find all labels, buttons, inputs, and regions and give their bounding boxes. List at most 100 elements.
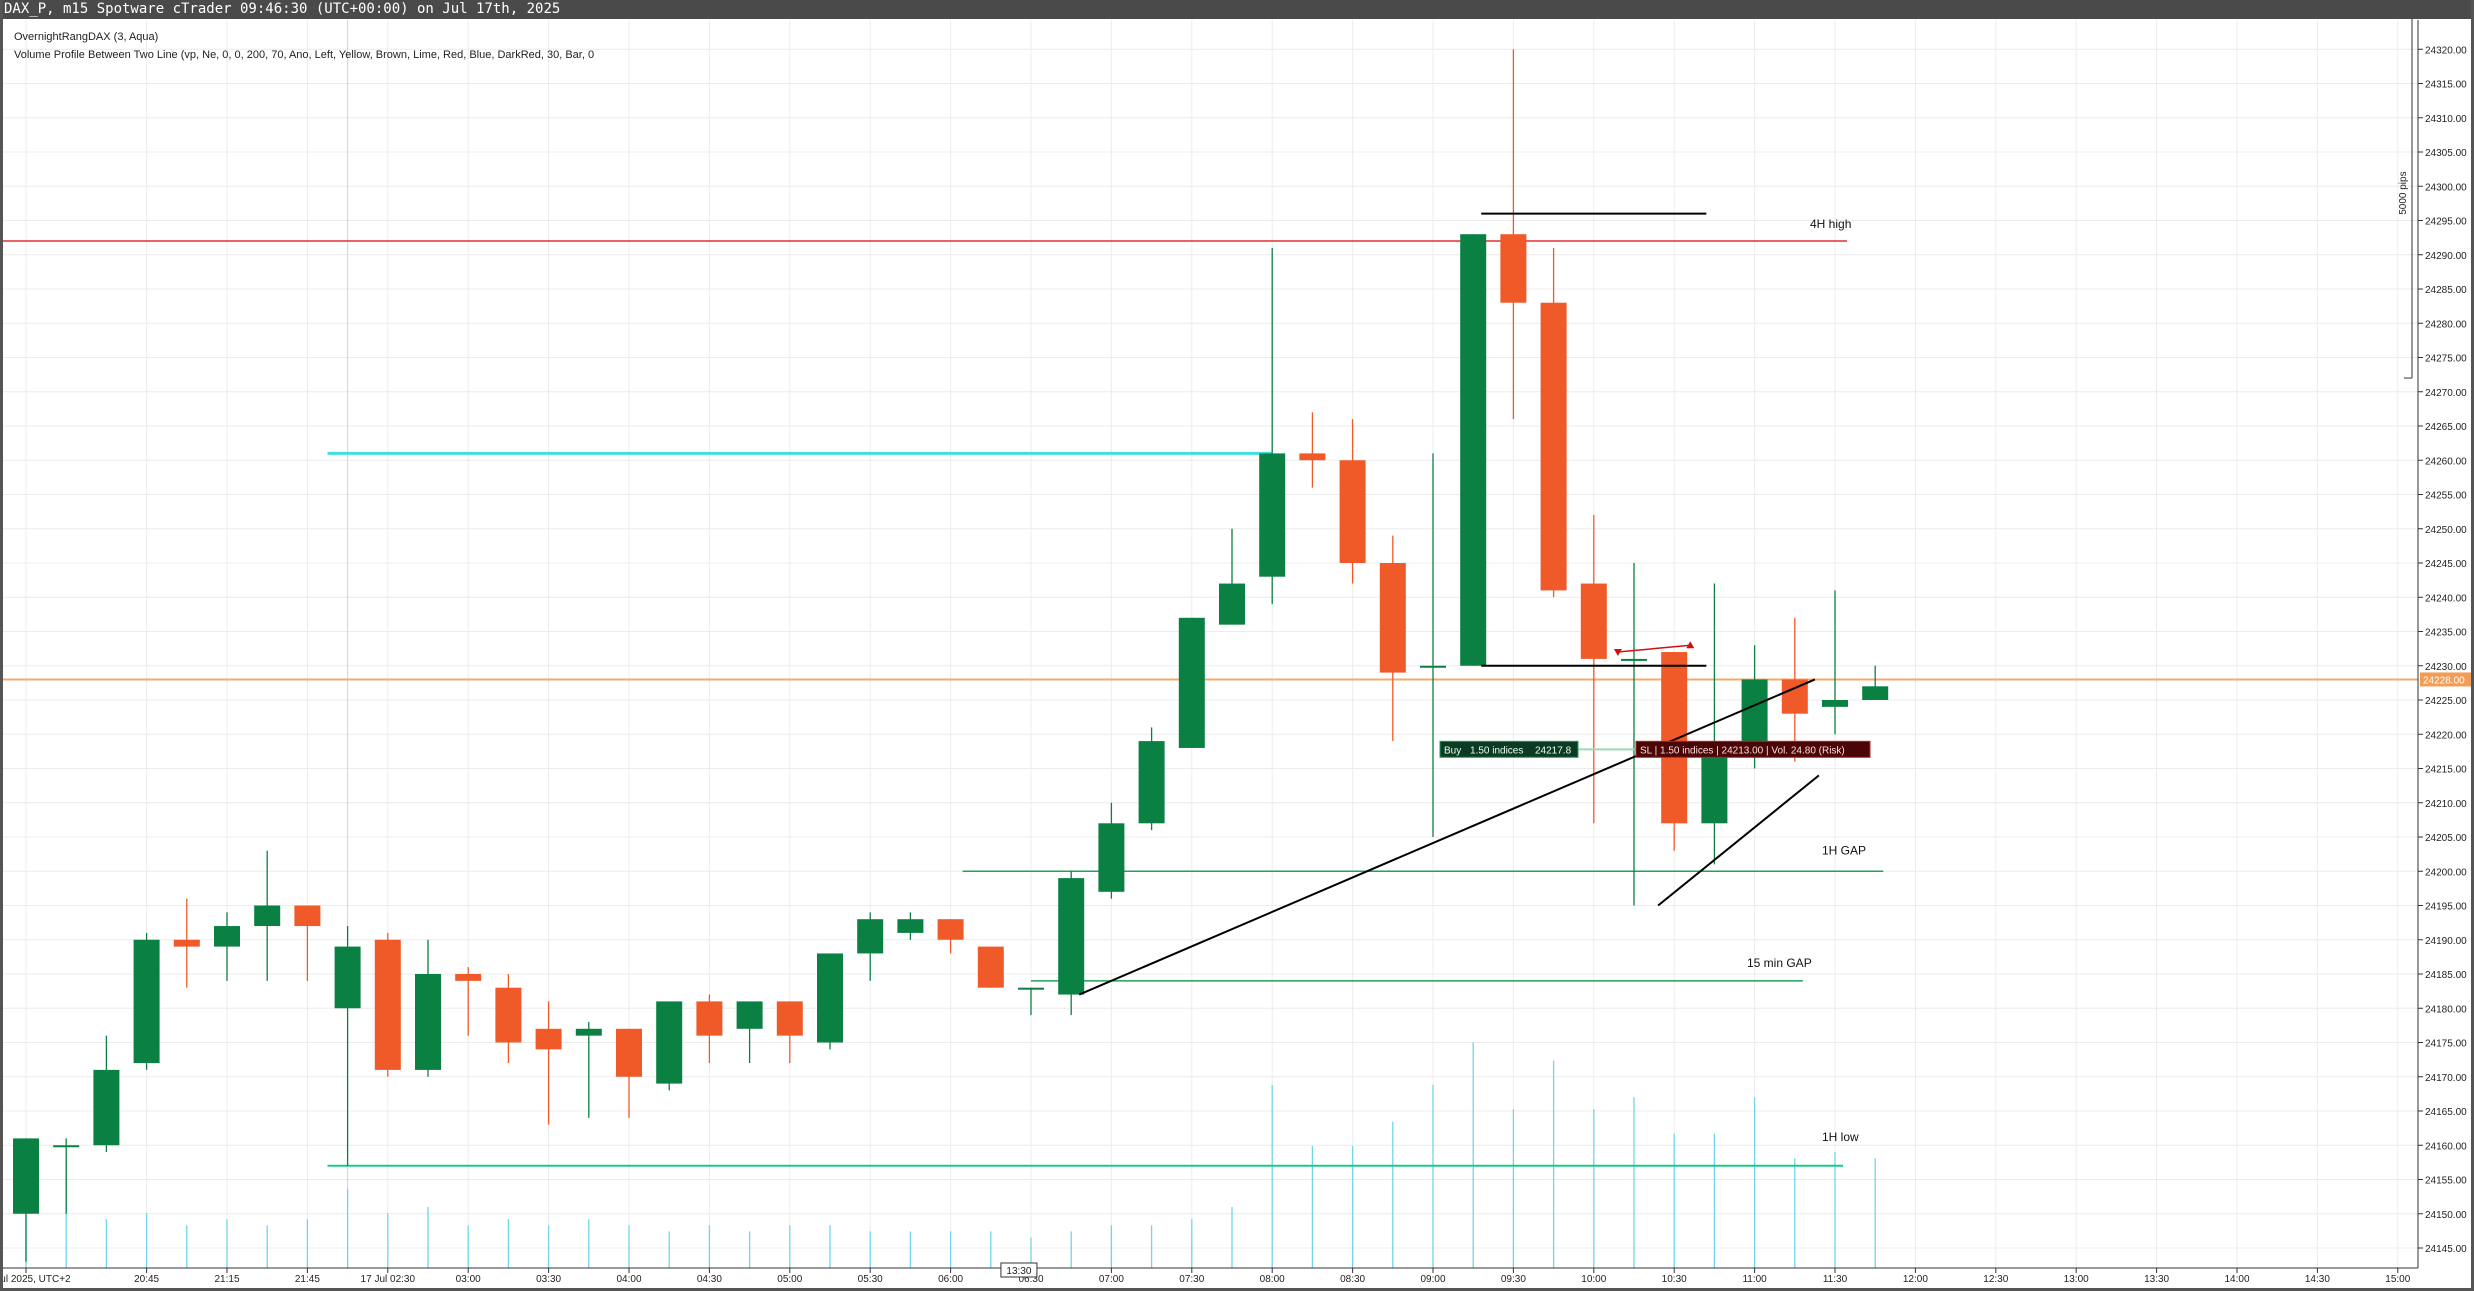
candle[interactable] [535,1001,562,1125]
candle-body[interactable] [1661,652,1688,824]
candles[interactable] [13,49,1889,1262]
candle-body[interactable] [857,919,884,954]
candle[interactable] [415,939,441,1077]
candle-body[interactable] [374,939,401,1070]
candle[interactable] [1259,247,1286,605]
candle[interactable] [334,926,361,1166]
candle-body[interactable] [455,974,482,981]
candle-body[interactable] [13,1138,39,1214]
candle[interactable] [937,919,964,954]
candle-body[interactable] [1178,617,1205,748]
candle[interactable] [1379,535,1406,742]
candle[interactable] [495,974,522,1064]
candle-body[interactable] [334,946,361,1009]
candle-body[interactable] [1138,741,1165,824]
candle[interactable] [1098,802,1125,899]
indicator-overnight-range[interactable]: OvernightRangDAX (3, Aqua) [14,31,159,43]
candle[interactable] [1138,727,1165,831]
candle[interactable] [1862,665,1889,700]
trendline-up[interactable] [1078,678,1816,996]
candle-body[interactable] [1339,460,1366,563]
level-lines[interactable]: 4H high 1H GAP 15 min GAP 1H low [3,217,2418,1167]
projection-line[interactable] [1617,644,1691,653]
price-axis[interactable]: 24145.00 24150.00 24155.00 24160.00 24165.00… [2398,0,2474,1268]
candle-body[interactable] [535,1028,562,1050]
time-axis[interactable]: 16 Jul 2025, UTC+2 20:45 21:15 21:45 17 Jul … [0,1262,2418,1285]
candle[interactable] [1540,247,1567,598]
candle[interactable] [1500,49,1527,420]
candle[interactable] [294,905,321,981]
candle[interactable] [696,994,723,1064]
candle-body[interactable] [1379,563,1406,673]
candle-body[interactable] [173,939,200,947]
candle[interactable] [53,1138,80,1214]
indicator-volume-profile[interactable]: Volume Profile Between Two Line (vp, Ne,… [14,49,595,61]
candle-body[interactable] [214,926,240,947]
candle-body[interactable] [656,1001,683,1084]
candle-body[interactable] [1058,878,1085,995]
candle-body[interactable] [495,987,522,1043]
candle[interactable] [1058,871,1085,1016]
candle[interactable] [1661,652,1688,851]
candle[interactable] [776,1001,803,1064]
candle[interactable] [575,1021,602,1118]
candle[interactable] [1339,419,1366,584]
candle[interactable] [254,850,281,981]
candle-body[interactable] [897,919,924,933]
candle-body[interactable] [1500,234,1527,303]
candle[interactable] [897,912,924,940]
candle[interactable] [656,1001,683,1091]
candle[interactable] [1701,583,1728,865]
trendline-channel[interactable] [1657,774,1820,907]
buy-order-tag[interactable] [1439,740,1579,758]
candle[interactable] [374,932,401,1077]
candle[interactable] [93,1035,120,1153]
candle-body[interactable] [1822,700,1848,707]
candle[interactable] [857,912,884,981]
candle-body[interactable] [736,1001,763,1029]
candle-body[interactable] [1018,987,1044,990]
candle-body[interactable] [1299,453,1326,461]
candle[interactable] [1178,617,1205,748]
candle[interactable] [133,932,160,1070]
candle-body[interactable] [1460,234,1487,666]
candle-body[interactable] [133,939,160,1064]
candle-body[interactable] [53,1145,80,1148]
candle-body[interactable] [1580,583,1607,659]
candle[interactable] [173,898,200,988]
candle[interactable] [455,967,482,1036]
candle[interactable] [1299,412,1326,488]
candle-body[interactable] [254,905,281,927]
candle[interactable] [977,946,1004,988]
drawings[interactable]: Buy 1.50 indices 24217.8 SL | 1.50 indices … [1078,212,1871,996]
candle-body[interactable] [776,1001,803,1036]
sl-order-tag[interactable] [1635,740,1871,758]
candle[interactable] [817,953,843,1050]
candle-body[interactable] [696,1001,723,1036]
candle-body[interactable] [1540,302,1567,591]
candle-body[interactable] [1701,754,1728,824]
candle-body[interactable] [977,946,1004,988]
candle[interactable] [1420,453,1446,837]
candle[interactable] [1018,987,1044,1016]
candle-body[interactable] [1621,658,1647,661]
candle-body[interactable] [575,1028,602,1036]
candle[interactable] [13,1138,39,1262]
candle-body[interactable] [294,905,321,927]
candle[interactable] [1822,590,1848,735]
candle-body[interactable] [93,1069,120,1146]
candle-body[interactable] [616,1028,642,1077]
candle-body[interactable] [817,953,843,1043]
candle-body[interactable] [1862,686,1889,700]
candle[interactable] [214,912,240,981]
candle-body[interactable] [1098,823,1125,892]
candle[interactable] [1781,617,1808,762]
candle[interactable] [1460,234,1487,666]
current-price-tag[interactable] [2420,672,2474,687]
candle[interactable] [1580,515,1607,824]
candle-body[interactable] [415,974,441,1070]
candle-body[interactable] [937,919,964,940]
candle[interactable] [616,1028,642,1118]
candle-body[interactable] [1219,583,1245,625]
